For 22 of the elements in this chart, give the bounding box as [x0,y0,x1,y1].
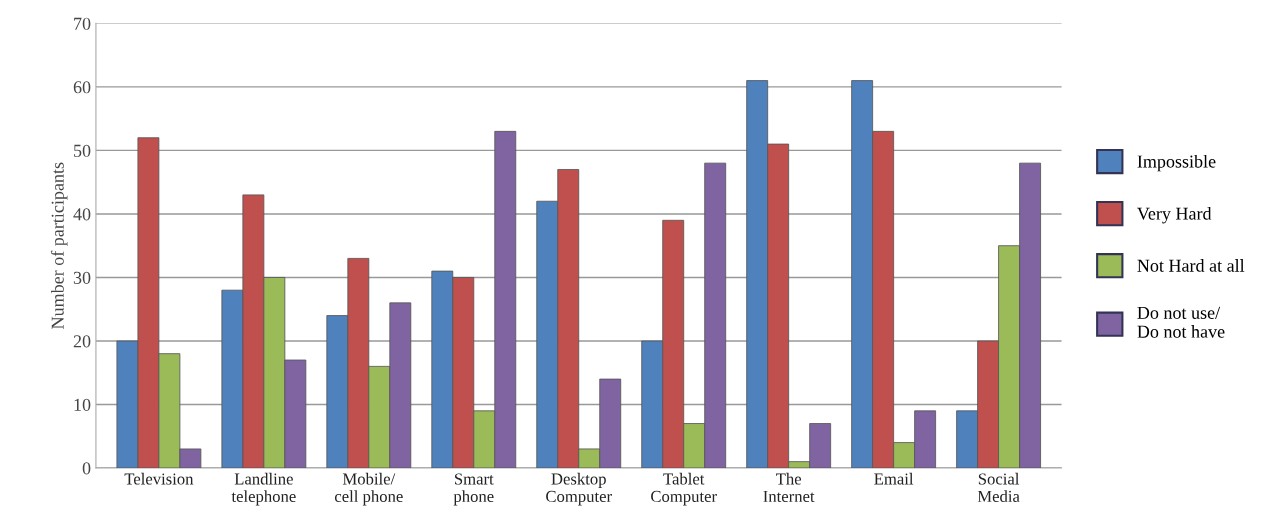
legend-label: Impossible [1137,154,1216,172]
y-tick-label: 10 [74,398,91,411]
y-tick-label: 0 [82,462,91,475]
y-tick-label: 30 [73,271,91,284]
y-tick-label: 70 [74,17,91,30]
x-tick-label: Social Media [977,472,1020,503]
y-tick-label: 50 [74,144,91,157]
x-tick-label: Mobile/ cell phone [334,472,403,506]
y-tick-label: 60 [73,81,91,94]
x-tick-label: Television [124,472,194,485]
x-tick-label: Email [874,472,914,485]
legend-label: Not Hard at all [1137,259,1245,272]
x-tick-label: Desktop Computer [546,472,612,506]
x-tick-label: Smart phone [453,473,494,506]
x-tick-label: Landline telephone [231,472,296,506]
x-tick-label: Tablet Computer [651,472,717,506]
legend-label: Do not use/ Do not have [1137,306,1225,338]
y-tick-label: 40 [73,208,91,221]
x-tick-label: The Internet [763,472,815,503]
y-axis-title: Number of participants [50,162,68,329]
legend-label: Very Hard [1137,207,1212,224]
y-tick-label: 20 [73,335,91,348]
